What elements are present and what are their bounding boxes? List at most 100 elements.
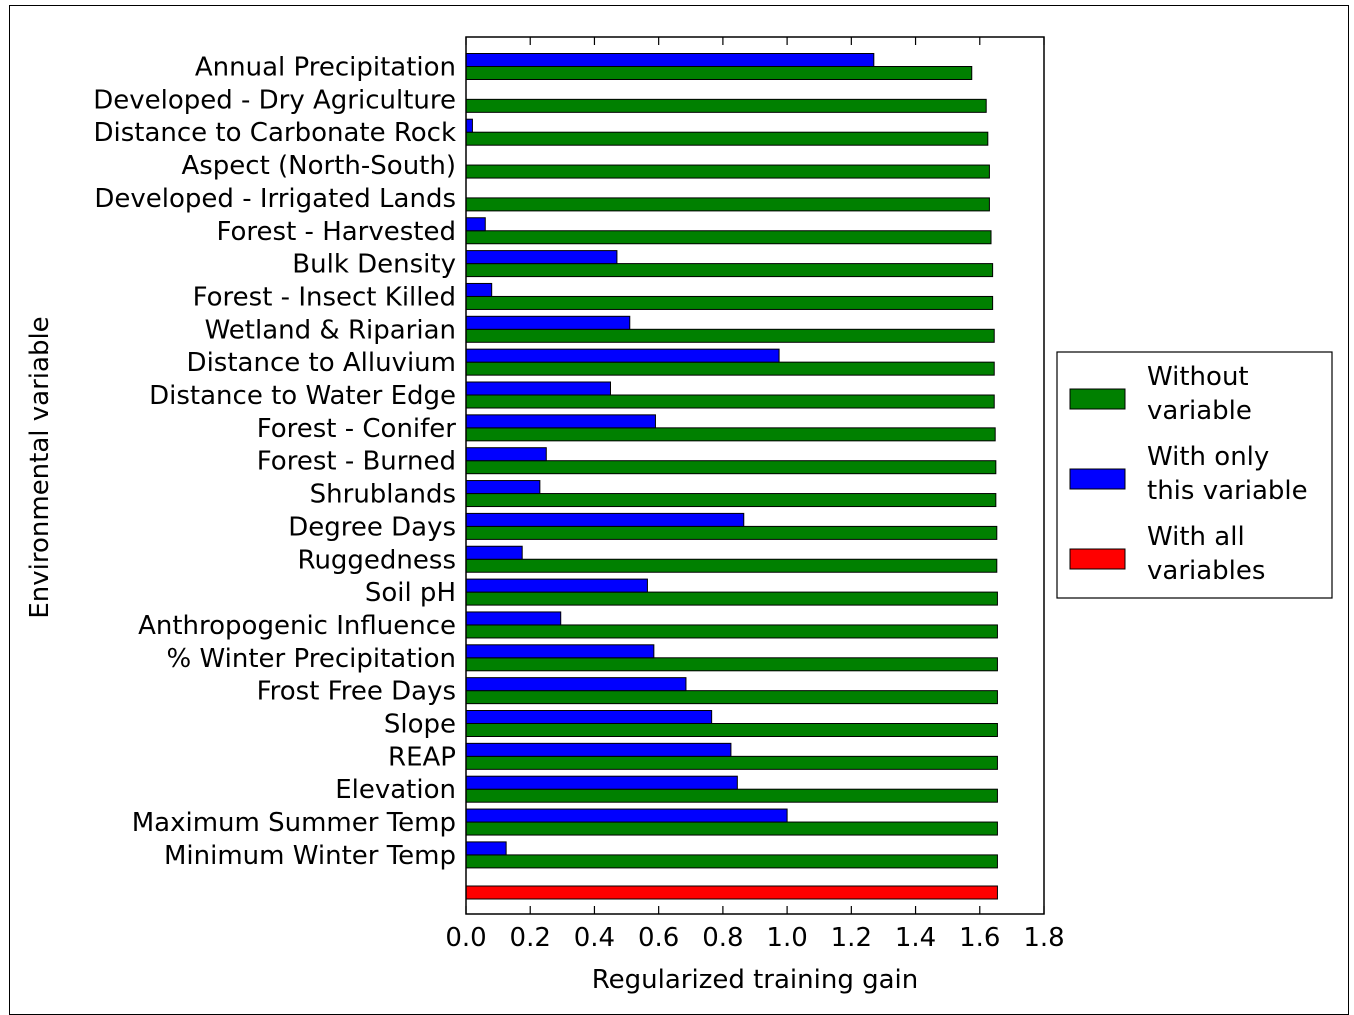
category-label: Distance to Alluvium [187, 348, 456, 378]
bar-without-variable [465, 591, 998, 606]
category-label: Soil pH [365, 578, 456, 608]
bar-with-only-this-variable [465, 250, 618, 265]
plot-area [465, 36, 1045, 915]
bar-with-only-this-variable [465, 315, 631, 330]
bar-without-variable [465, 657, 998, 672]
legend-label: this variable [1147, 476, 1308, 506]
legend-swatch [1069, 548, 1126, 570]
bar-without-variable [465, 854, 998, 869]
category-label: Distance to Carbonate Rock [93, 118, 456, 148]
category-label: Anthropogenic Influence [138, 611, 456, 641]
legend-label: variable [1147, 396, 1252, 426]
category-label: Minimum Winter Temp [164, 841, 456, 871]
category-label: Developed - Irrigated Lands [94, 184, 456, 214]
category-label: Frost Free Days [257, 677, 456, 707]
bar-with-only-this-variable [465, 217, 486, 232]
bar-without-variable [465, 558, 998, 573]
bar-without-variable [465, 394, 995, 409]
x-tick-label: 1.2 [831, 923, 872, 953]
category-label: Forest - Harvested [217, 217, 457, 247]
bar-with-only-this-variable [465, 118, 473, 133]
x-tick-label: 1.6 [959, 923, 1000, 953]
bar-with-all-variables [465, 885, 998, 900]
bar-without-variable [465, 755, 998, 770]
category-label: Forest - Conifer [257, 414, 457, 444]
x-tick-label: 0.6 [638, 923, 679, 953]
bar-with-only-this-variable [465, 414, 656, 429]
bar-without-variable [465, 263, 994, 278]
category-label: Wetland & Riparian [205, 315, 456, 345]
bar-with-only-this-variable [465, 480, 541, 495]
legend-swatch [1069, 388, 1126, 410]
bar-with-only-this-variable [465, 578, 648, 593]
x-axis-label: Regularized training gain [592, 965, 919, 995]
y-axis-label: Environmental variable [25, 316, 55, 618]
category-label: % Winter Precipitation [167, 644, 456, 674]
legend: Without variable With only this variable Wit… [1056, 351, 1333, 599]
bar-without-variable [465, 427, 996, 442]
category-label: Aspect (North-South) [181, 151, 456, 181]
bar-with-only-this-variable [465, 775, 738, 790]
bar-without-variable [465, 164, 990, 179]
bar-with-only-this-variable [465, 53, 875, 67]
bar-with-only-this-variable [465, 742, 732, 757]
x-tick-label: 0.0 [445, 923, 486, 953]
bar-without-variable [465, 197, 990, 212]
category-label: Distance to Water Edge [149, 381, 456, 411]
bar-without-variable [465, 493, 997, 508]
category-label: Degree Days [288, 512, 456, 542]
category-label: Slope [384, 710, 456, 740]
x-tick-label: 1.4 [895, 923, 936, 953]
bar-without-variable [465, 66, 973, 80]
category-label: REAP [388, 742, 456, 772]
bar-with-only-this-variable [465, 282, 493, 297]
bar-without-variable [465, 131, 989, 146]
bar-without-variable [465, 821, 998, 836]
bar-with-only-this-variable [465, 381, 611, 396]
legend-swatch [1069, 468, 1126, 490]
bar-without-variable [465, 295, 994, 310]
legend-label: variables [1147, 556, 1265, 586]
bar-with-only-this-variable [465, 677, 687, 692]
bar-without-variable [465, 328, 995, 343]
bar-without-variable [465, 788, 998, 803]
bar-with-only-this-variable [465, 611, 562, 626]
category-label: Elevation [335, 775, 456, 805]
bar-with-only-this-variable [465, 710, 713, 724]
x-tick-label: 1.8 [1023, 923, 1064, 953]
category-label: Annual Precipitation [195, 53, 456, 83]
legend-label: Without [1147, 362, 1249, 392]
legend-label: With all [1147, 522, 1245, 552]
bar-without-variable [465, 460, 997, 475]
bars-layer [465, 53, 998, 900]
category-label: Maximum Summer Temp [132, 808, 456, 838]
x-tick-label: 1.0 [766, 923, 807, 953]
bar-without-variable [465, 690, 998, 705]
bar-without-variable [465, 723, 998, 737]
category-label: Developed - Dry Agriculture [93, 85, 456, 115]
x-tick-label: 0.4 [574, 923, 615, 953]
category-label: Forest - Burned [257, 447, 456, 477]
bar-with-only-this-variable [465, 545, 523, 560]
bar-without-variable [465, 624, 998, 639]
bar-with-only-this-variable [465, 447, 547, 462]
x-tick-label: 0.2 [510, 923, 551, 953]
bar-with-only-this-variable [465, 512, 745, 527]
category-label: Forest - Insect Killed [193, 282, 456, 312]
bar-with-only-this-variable [465, 348, 780, 363]
bar-without-variable [465, 230, 992, 245]
category-label: Shrublands [310, 480, 456, 510]
legend-label: With only [1147, 442, 1269, 472]
category-label: Ruggedness [298, 545, 456, 575]
x-tick-label: 0.8 [702, 923, 743, 953]
x-ticks: 0.0 0.2 0.4 0.6 0.8 1.0 1.2 1.4 1.6 1.8 [445, 37, 1065, 953]
bar-with-only-this-variable [465, 644, 655, 659]
category-label: Bulk Density [292, 250, 456, 280]
bar-with-only-this-variable [465, 841, 507, 856]
bar-without-variable [465, 361, 995, 376]
bar-without-variable [465, 525, 998, 540]
bar-with-only-this-variable [465, 808, 788, 823]
bar-without-variable [465, 98, 987, 113]
